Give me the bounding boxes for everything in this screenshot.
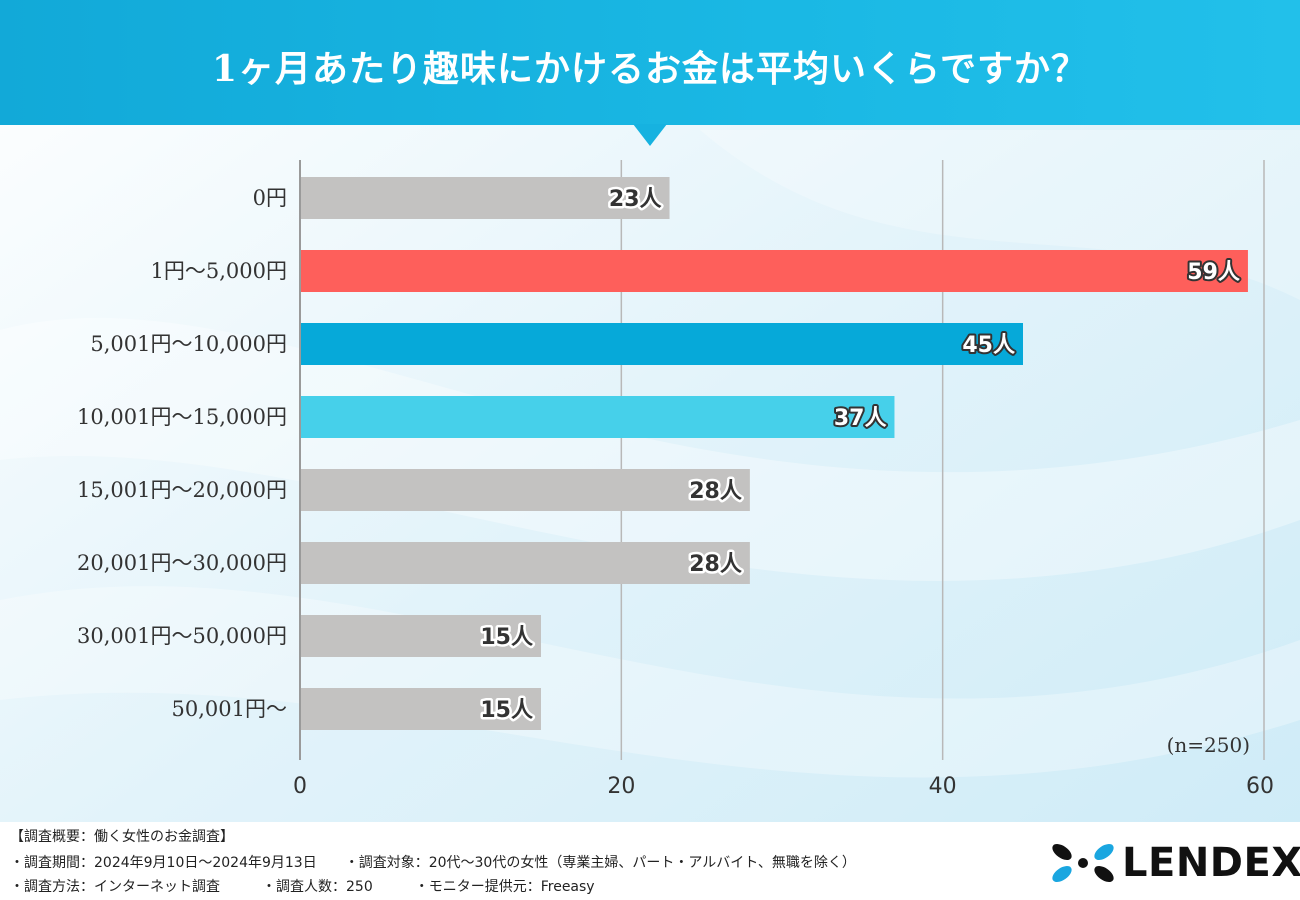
category-label-4: 15,001円〜20,000円 <box>77 478 287 502</box>
x-tick-label-40: 40 <box>929 774 957 799</box>
data-label-2: 45人 <box>962 333 1015 358</box>
chart-title: 1ヶ月あたり趣味にかけるお金は平均いくらですか？ <box>212 48 1088 90</box>
title-banner-pointer <box>633 124 667 146</box>
x-tick-label-0: 0 <box>293 774 307 799</box>
bar-chart: 0円 23人 1円〜5,000円 59人 5,001円〜10,000円 45人 10,001… <box>77 160 1274 799</box>
category-label-5: 20,001円〜30,000円 <box>77 551 287 575</box>
bar-7 <box>301 688 541 730</box>
data-label-7: 15人 <box>480 698 533 723</box>
survey-method-line: ・調査方法：インターネット調査 ・調査人数：250 ・モニター提供元：Freea… <box>10 879 595 895</box>
x-tick-label-60: 60 <box>1246 774 1274 799</box>
survey-summary-heading: 【調査概要：働く女性のお金調査】 <box>10 829 234 845</box>
data-label-6: 15人 <box>480 625 533 650</box>
title-banner <box>0 0 1300 125</box>
bar-2 <box>301 323 1023 365</box>
bar-4 <box>301 469 750 511</box>
category-label-6: 30,001円〜50,000円 <box>77 624 287 648</box>
data-label-3: 37人 <box>834 406 887 431</box>
data-label-5: 28人 <box>689 552 742 577</box>
x-tick-label-20: 20 <box>607 774 635 799</box>
data-label-0: 23人 <box>609 187 662 212</box>
bar-0 <box>301 177 670 219</box>
bar-1 <box>301 250 1248 292</box>
category-label-7: 50,001円〜 <box>172 697 287 721</box>
lendex-logo-text: LENDEX <box>1122 840 1300 886</box>
bar-6 <box>301 615 541 657</box>
data-label-1: 59人 <box>1187 260 1240 285</box>
footer: 【調査概要：働く女性のお金調査】 ・調査期間：2024年9月10日〜2024年9… <box>0 822 1300 900</box>
lendex-logo-mark-icon <box>1052 844 1114 882</box>
bar-3 <box>301 396 895 438</box>
category-label-2: 5,001円〜10,000円 <box>90 332 287 356</box>
survey-period-line: ・調査期間：2024年9月10日〜2024年9月13日 ・調査対象：20代〜30… <box>10 855 856 871</box>
sample-size-note: (n=250) <box>1167 733 1250 757</box>
data-label-4: 28人 <box>689 479 742 504</box>
category-label-1: 1円〜5,000円 <box>151 259 287 283</box>
category-label-0: 0円 <box>253 186 287 210</box>
bar-5 <box>301 542 750 584</box>
lendex-logo: LENDEX <box>1050 838 1300 888</box>
category-label-3: 10,001円〜15,000円 <box>77 405 287 429</box>
